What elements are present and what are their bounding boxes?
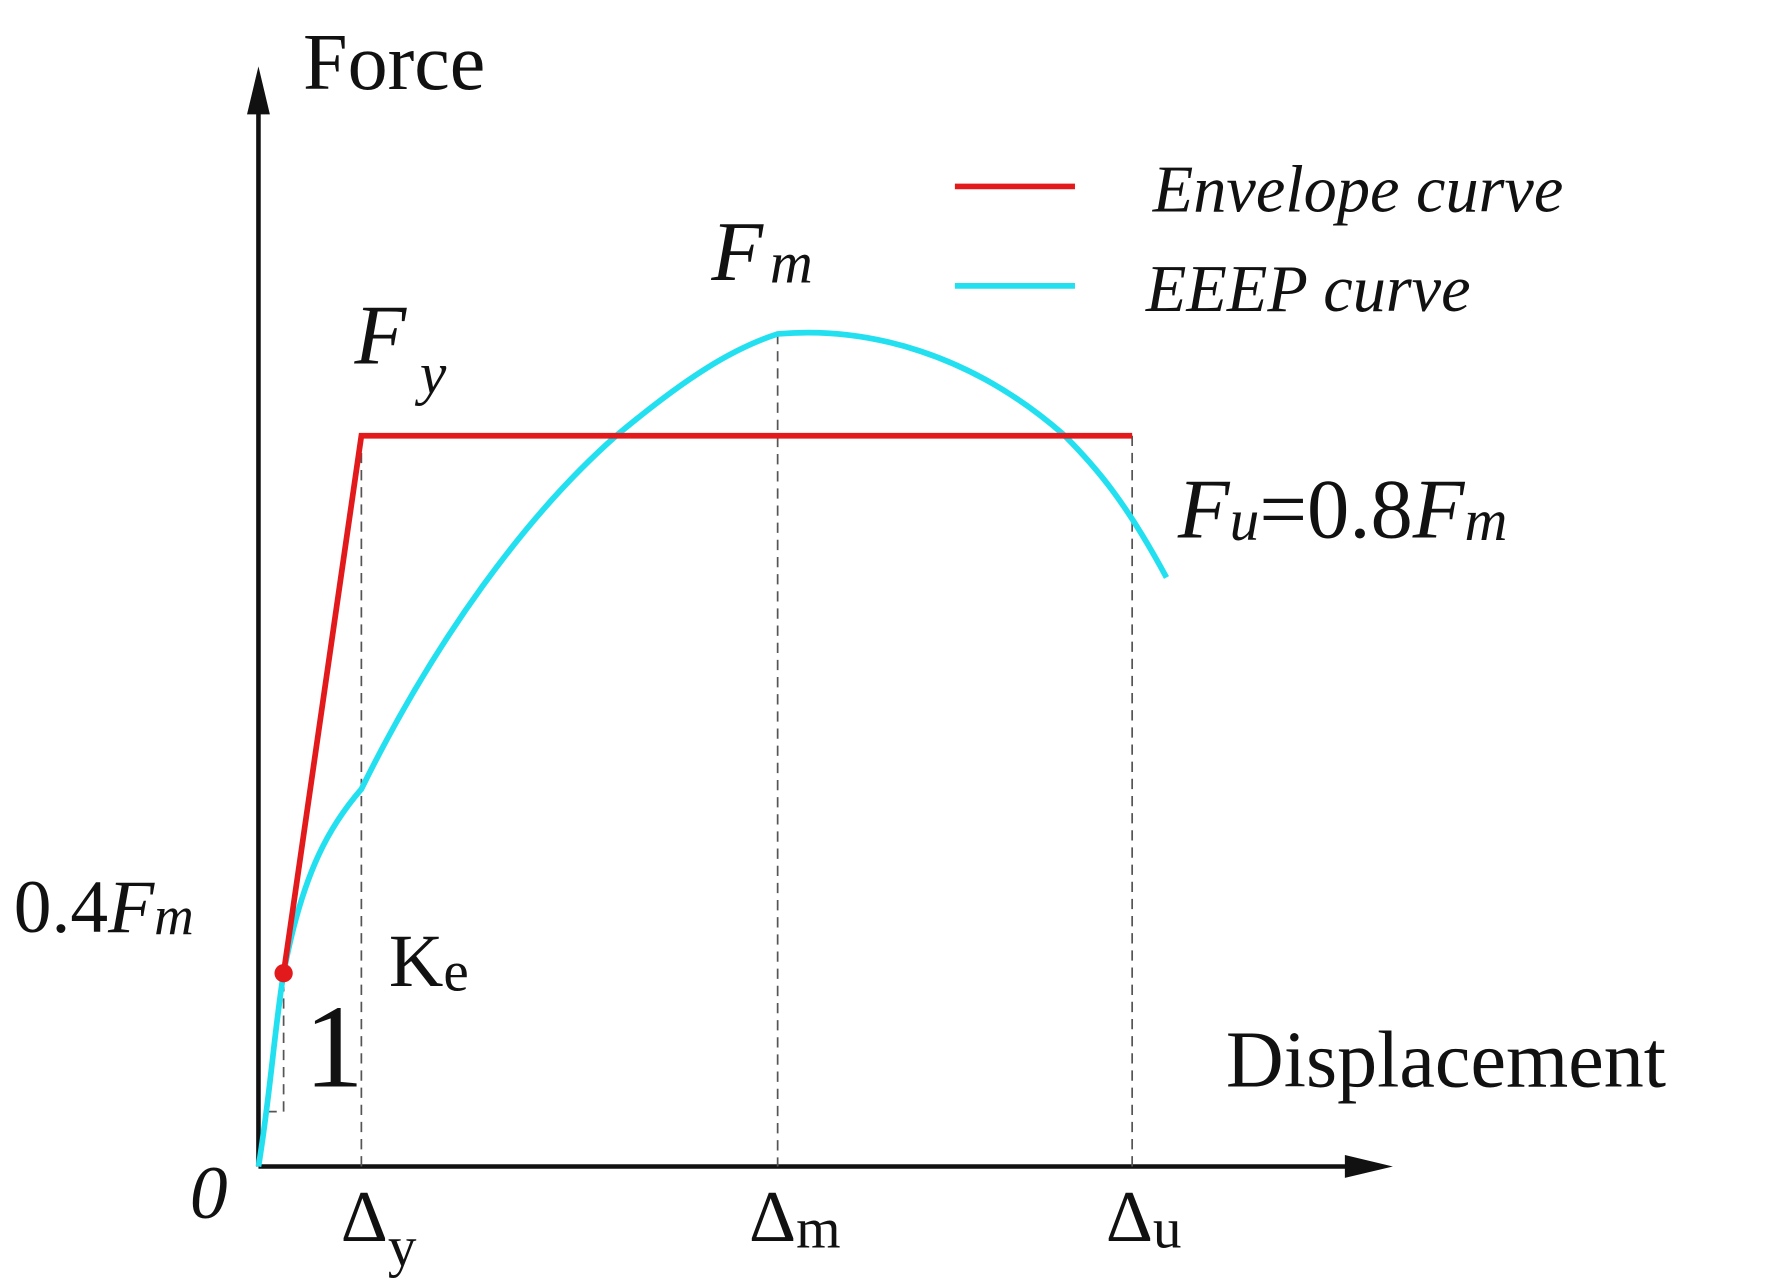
origin-label: 0 — [190, 1152, 228, 1235]
eeep-curve — [255, 329, 1169, 1167]
guides — [267, 333, 1134, 1167]
f04-label: 0.4Fm — [14, 866, 194, 949]
ke-label: Ke — [389, 920, 469, 1004]
x-arrow — [1344, 1155, 1393, 1178]
dy-label: Δy — [341, 1176, 417, 1279]
du-label: Δu — [1106, 1176, 1182, 1261]
point-04fm — [274, 964, 293, 983]
legend-label: Envelope curve — [1152, 154, 1564, 227]
fu-label: Fu=0.8Fm — [1177, 464, 1508, 557]
x-axis-label: Displacement — [1226, 1016, 1666, 1104]
legend-label: EEEP curve — [1145, 253, 1471, 326]
dm-label: Δm — [749, 1176, 841, 1261]
y-arrow — [247, 66, 270, 115]
y-axis-label: Force — [303, 19, 485, 107]
envelope-curve — [280, 432, 1133, 974]
slope-label: 1 — [304, 980, 363, 1112]
